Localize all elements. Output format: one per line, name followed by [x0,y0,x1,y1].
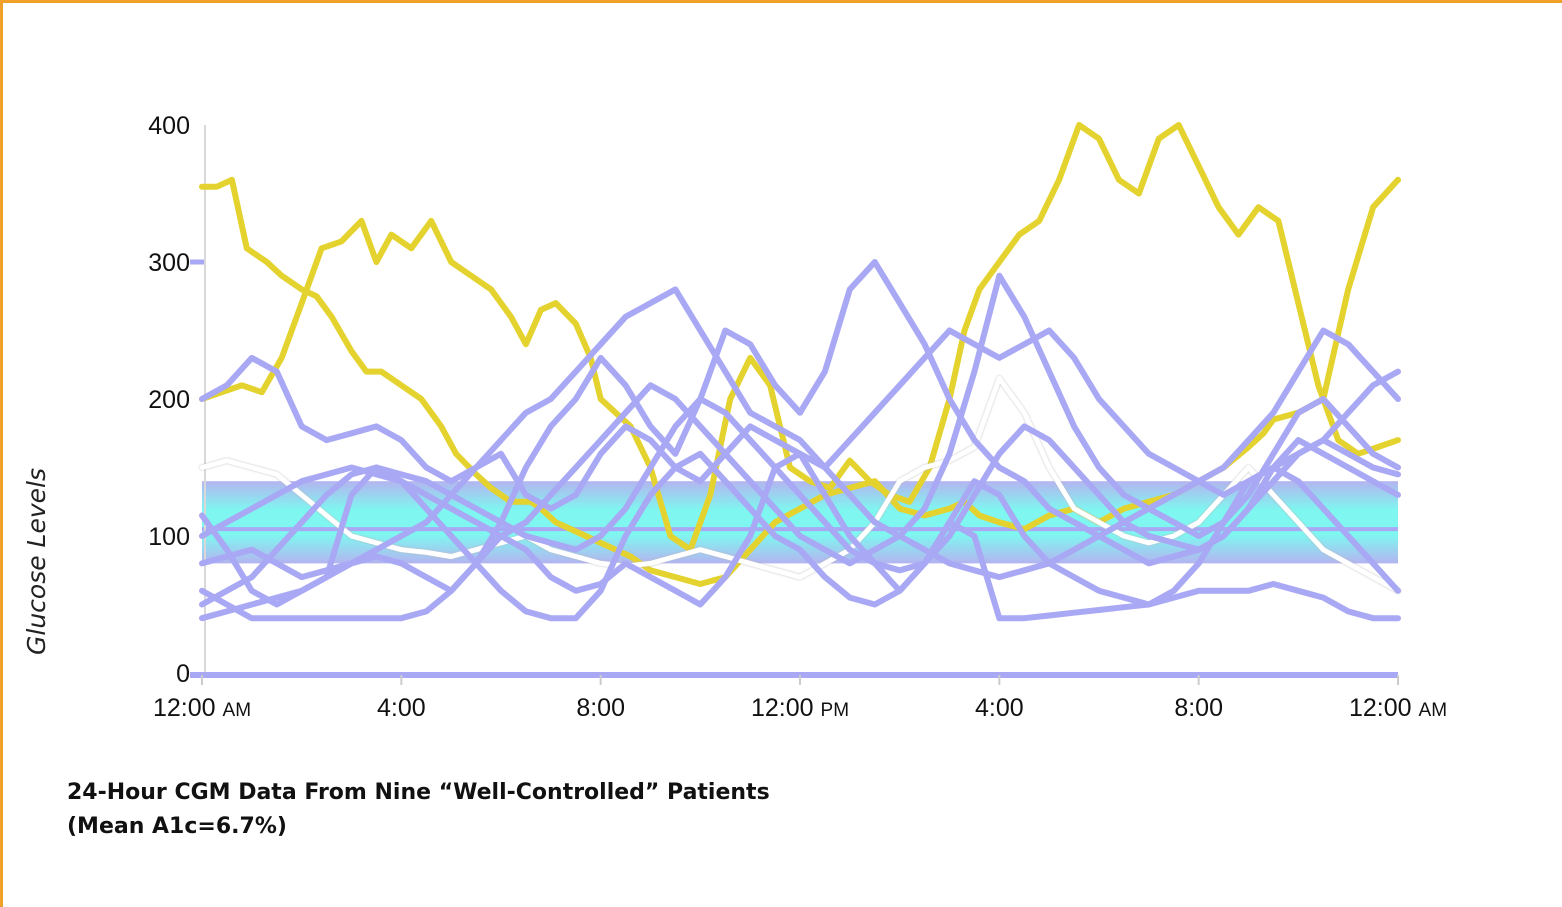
caption-subtitle: (Mean A1c=6.7%) [67,814,287,839]
y-axis-label: Glucose Levels [22,467,51,655]
y-tick-label: 100 [148,523,190,551]
x-tick-label: 8:00 [576,694,625,722]
y-tick-label: 0 [176,660,190,688]
glucose-series-line-5 [199,450,1401,622]
y-tick-label: 200 [148,386,190,414]
caption-title: 24-Hour CGM Data From Nine “Well-Control… [67,780,770,805]
glucose-series-line-9 [199,272,1401,567]
glucose-series-line-8 [199,286,1401,622]
glucose-series-group [199,122,1401,622]
x-tick-label: 12:00 PM [751,694,849,722]
x-tick-label: 12:00 AM [153,694,251,722]
glucose-series-line-3 [199,375,1401,594]
chart-caption: 24-Hour CGM Data From Nine “Well-Control… [67,776,770,844]
x-tick-label: 12:00 AM [1349,694,1447,722]
x-tick-label: 4:00 [975,694,1024,722]
tick-labels: 0 100 200 300 400 12:00 AM 4:00 8:00 12:00 PM 4:00 8… [148,112,1447,722]
x-tick-label: 8:00 [1174,694,1223,722]
y-tick-label: 400 [148,112,190,140]
x-tick-label: 4:00 [377,694,426,722]
y-tick-label: 300 [148,249,190,277]
glucose-series-line-10 [199,396,1401,608]
